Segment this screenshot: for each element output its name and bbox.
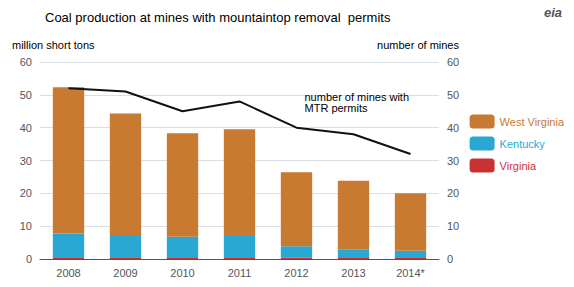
svg-text:MTR permits: MTR permits — [305, 102, 368, 114]
svg-text:60: 60 — [447, 56, 459, 68]
svg-text:2014*: 2014* — [396, 267, 425, 279]
svg-text:2013: 2013 — [341, 267, 365, 279]
svg-text:2009: 2009 — [113, 267, 137, 279]
svg-text:50: 50 — [447, 89, 459, 101]
svg-text:Kentucky: Kentucky — [500, 138, 546, 150]
svg-text:West Virginia: West Virginia — [500, 116, 565, 128]
svg-text:10: 10 — [20, 220, 32, 232]
svg-text:2012: 2012 — [284, 267, 308, 279]
svg-text:Coal production at mines with: Coal production at mines with mountainto… — [45, 10, 391, 25]
svg-text:50: 50 — [20, 89, 32, 101]
svg-text:number of mines with: number of mines with — [304, 91, 409, 104]
svg-text:2011: 2011 — [228, 267, 252, 279]
svg-text:Virginia: Virginia — [500, 160, 537, 172]
svg-text:2010: 2010 — [170, 267, 194, 279]
svg-text:60: 60 — [20, 56, 32, 68]
svg-text:40: 40 — [20, 122, 32, 134]
svg-text:30: 30 — [20, 155, 32, 167]
svg-text:million short tons: million short tons — [12, 39, 95, 51]
svg-text:30: 30 — [447, 155, 459, 167]
svg-text:20: 20 — [447, 187, 459, 199]
svg-text:10: 10 — [447, 220, 459, 232]
svg-text:number of mines: number of mines — [377, 39, 459, 51]
svg-text:2008: 2008 — [56, 267, 80, 279]
svg-text:20: 20 — [20, 187, 32, 199]
svg-text:0: 0 — [26, 253, 32, 265]
svg-text:40: 40 — [447, 122, 459, 134]
svg-text:0: 0 — [447, 253, 453, 265]
svg-text:eia: eia — [544, 5, 562, 20]
